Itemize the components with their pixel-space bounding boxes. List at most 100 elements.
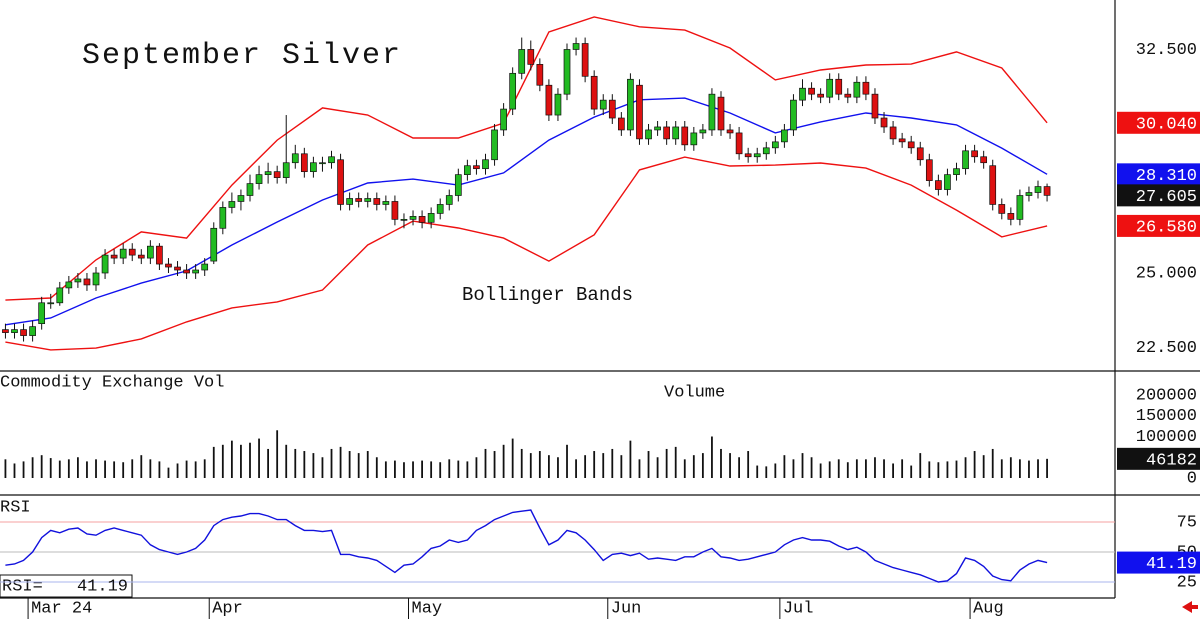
last-value-label: 41.19 bbox=[1146, 555, 1197, 574]
candle-body bbox=[545, 84, 553, 116]
candle-body bbox=[835, 78, 843, 95]
candle-body bbox=[527, 49, 535, 65]
candle-body bbox=[473, 165, 480, 170]
candle-body bbox=[319, 162, 326, 165]
last-value-box bbox=[1117, 447, 1200, 470]
candle-body bbox=[137, 254, 145, 259]
last-value-label: 46182 bbox=[1146, 451, 1197, 470]
candle-body bbox=[11, 329, 18, 333]
candle-body bbox=[817, 93, 824, 98]
chart-title: September Silver bbox=[82, 39, 402, 73]
candle-body bbox=[554, 93, 562, 116]
last-value-label: 27.605 bbox=[1136, 188, 1197, 207]
candle-body bbox=[853, 81, 861, 98]
candle-body bbox=[346, 198, 353, 205]
x-tick-label: Jun bbox=[611, 599, 642, 618]
candle-body bbox=[916, 147, 924, 161]
readout-value: 41.19 bbox=[77, 577, 128, 596]
last-value-label: 28.310 bbox=[1136, 167, 1197, 186]
candle-body bbox=[65, 281, 73, 289]
candle-body bbox=[300, 153, 308, 173]
y-tick-label: 0 bbox=[1187, 469, 1197, 488]
candle-body bbox=[464, 165, 471, 175]
candle-body bbox=[20, 329, 27, 336]
readout-label: RSI= bbox=[2, 577, 43, 596]
y-tick-label: 150000 bbox=[1136, 407, 1197, 426]
candle-body bbox=[645, 129, 652, 140]
readout-box bbox=[0, 574, 133, 598]
candle-body bbox=[672, 126, 680, 140]
last-value-box bbox=[1117, 551, 1200, 574]
candle-body bbox=[925, 159, 933, 181]
candle-body bbox=[255, 174, 263, 184]
candle-body bbox=[454, 174, 462, 196]
candle-body bbox=[74, 278, 82, 283]
candle-body bbox=[1025, 192, 1033, 196]
candle-body bbox=[119, 248, 127, 259]
x-tick-label: Aug bbox=[973, 599, 1004, 618]
candle-body bbox=[364, 198, 372, 202]
candle-body bbox=[898, 138, 906, 143]
candle-body bbox=[445, 195, 453, 205]
candle-body bbox=[808, 87, 815, 95]
candle-body bbox=[382, 201, 390, 205]
candle-body bbox=[953, 168, 960, 175]
candle-body bbox=[935, 180, 942, 190]
candle-body bbox=[156, 245, 163, 265]
candle-body bbox=[989, 165, 997, 205]
candle-body bbox=[101, 254, 109, 274]
candle-body bbox=[1007, 213, 1015, 220]
x-tick-label: Mar 24 bbox=[31, 599, 92, 618]
candle-body bbox=[219, 207, 227, 229]
candle-body bbox=[944, 174, 951, 190]
candle-body bbox=[38, 302, 46, 325]
candle-body bbox=[726, 129, 734, 134]
candle-body bbox=[228, 201, 236, 208]
candle-body bbox=[654, 126, 661, 131]
candle-body bbox=[699, 129, 707, 134]
candle-body bbox=[681, 126, 689, 146]
candle-body bbox=[147, 245, 154, 259]
candle-body bbox=[880, 117, 888, 128]
candle-body bbox=[482, 159, 489, 170]
candle-body bbox=[355, 198, 363, 202]
candle-body bbox=[980, 156, 988, 164]
candle-body bbox=[337, 159, 344, 205]
candle-body bbox=[907, 141, 915, 149]
candle-body bbox=[572, 43, 580, 50]
candle-body bbox=[192, 269, 199, 274]
scroll-arrow[interactable] bbox=[1182, 601, 1198, 613]
y-tick-label: 200000 bbox=[1136, 386, 1197, 405]
y-tick-label: 75 bbox=[1177, 513, 1197, 532]
candle-body bbox=[889, 126, 897, 140]
candle-body bbox=[246, 183, 254, 196]
candle-body bbox=[627, 78, 634, 131]
candle-body bbox=[282, 162, 290, 178]
candle-body bbox=[781, 129, 788, 143]
bollinger-band bbox=[5, 156, 1048, 351]
candle-body bbox=[790, 99, 797, 131]
y-tick-label: 22.500 bbox=[1136, 339, 1197, 358]
candle-body bbox=[971, 150, 978, 158]
last-value-box bbox=[1117, 214, 1200, 237]
candle-body bbox=[762, 147, 770, 155]
candle-body bbox=[962, 150, 969, 170]
annotation: Volume bbox=[664, 383, 725, 402]
candle-body bbox=[1016, 195, 1024, 220]
candle-body bbox=[744, 153, 752, 158]
candle-body bbox=[391, 201, 399, 220]
candle-body bbox=[608, 99, 616, 119]
rsi-line bbox=[5, 509, 1048, 583]
candle-body bbox=[618, 117, 625, 131]
candle-body bbox=[590, 75, 598, 110]
x-tick-label: Apr bbox=[212, 599, 243, 618]
candle-body bbox=[409, 216, 417, 220]
y-tick-label: 32.500 bbox=[1136, 41, 1197, 60]
candle-body bbox=[427, 213, 435, 223]
candle-body bbox=[500, 108, 507, 131]
x-tick-label: May bbox=[412, 599, 443, 618]
candle-body bbox=[690, 132, 698, 146]
candle-body bbox=[373, 198, 381, 205]
